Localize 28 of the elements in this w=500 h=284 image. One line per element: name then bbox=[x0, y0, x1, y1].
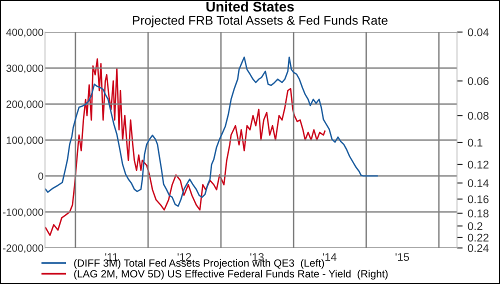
y-tick-label: -200,000 bbox=[2, 244, 44, 254]
y2-tick-label: 0.06 bbox=[468, 77, 489, 86]
y-tick-label: 200,000 bbox=[6, 100, 44, 110]
line-series bbox=[45, 58, 326, 236]
y2-tick-label: 0.14 bbox=[468, 179, 489, 188]
y2-tick-label: 0.18 bbox=[468, 210, 489, 218]
x-tick-label: '13 bbox=[250, 253, 264, 261]
line-series bbox=[45, 56, 378, 207]
legend-label: (DIFF 3M) Total Fed Assets Projection with QE3 (Left) bbox=[74, 259, 324, 269]
y-tick-label: -100,000 bbox=[2, 208, 44, 218]
y2-tick-label: 0.2 bbox=[468, 222, 482, 230]
y-tick-label: 100,000 bbox=[6, 136, 44, 146]
x-tick-label: '12 bbox=[178, 253, 192, 261]
legend-label: (LAG 2M, MOV 5D) US Effective Federal Funds Rate - Yield (Right) bbox=[74, 270, 388, 280]
y-tick-label: 400,000 bbox=[6, 28, 44, 38]
y2-tick-label: 0.08 bbox=[468, 112, 489, 120]
y2-tick-label: 0.04 bbox=[468, 28, 489, 36]
y2-tick-label: 0.12 bbox=[468, 160, 488, 169]
chart-title: United States bbox=[206, 1, 294, 12]
x-tick-label: '14 bbox=[322, 253, 337, 261]
y2-tick-label: 0.16 bbox=[468, 195, 489, 204]
y2-tick-label: 0.22 bbox=[468, 234, 488, 242]
y2-tick-label: 0.24 bbox=[468, 244, 489, 252]
y2-tick-label: 0.1 bbox=[468, 138, 482, 147]
y-tick-label: 300,000 bbox=[6, 64, 44, 74]
y-tick-label: 0 bbox=[38, 172, 44, 180]
x-tick-label: '15 bbox=[396, 253, 410, 261]
chart-subtitle: Projected FRB Total Assets & Fed Funds Rate bbox=[132, 16, 388, 28]
